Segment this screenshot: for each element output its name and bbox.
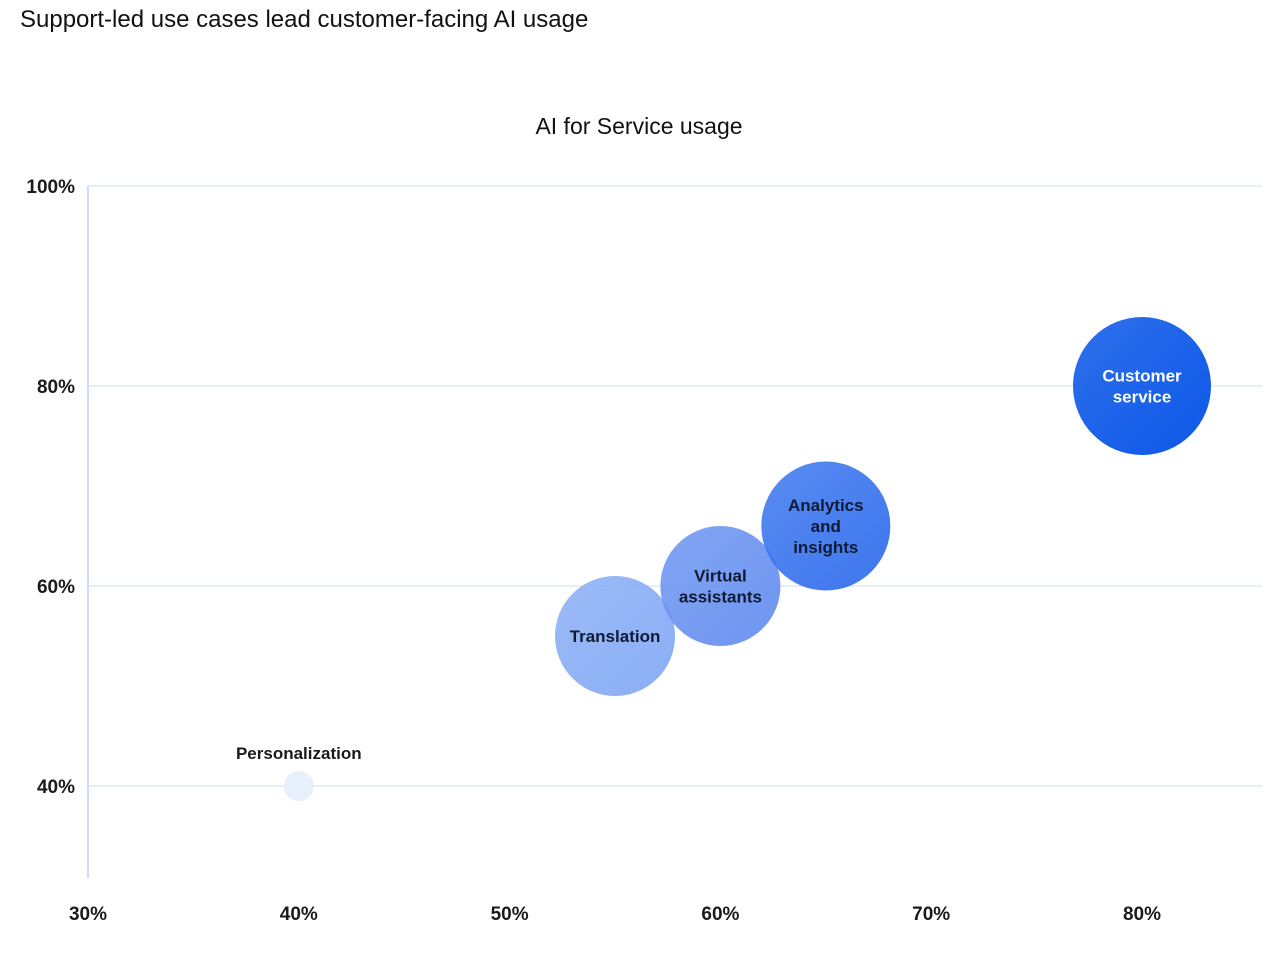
bubble-analytics-and-insights [761,461,891,591]
bubble-label-translation: Translation [570,627,661,646]
x-tick-label: 70% [912,904,950,925]
bubble-label-virtual-assistants: Virtual assistants [679,567,762,607]
x-tick-label: 80% [1123,904,1161,925]
bubble-label-analytics-and-insights: Analytics and insights [788,496,864,557]
x-tick-label: 50% [491,904,529,925]
chart-title: AI for Service usage [535,113,742,139]
bubbles: Personalization Translation Virtual assista… [236,317,1211,801]
y-tick-label: 40% [37,777,75,798]
bubble-customer-service [1073,317,1211,455]
bubble-label-customer-service: Customer service [1102,367,1182,407]
page-heading: Support-led use cases lead customer-faci… [20,6,589,33]
y-tick-label: 80% [37,377,75,398]
x-tick-label: 30% [69,904,107,925]
x-axis-ticks: 30% 40% 50% 60% 70% 80% [69,904,1161,925]
bubble-personalization [283,771,314,801]
x-tick-label: 60% [701,904,739,925]
bubble-virtual-assistants [660,526,781,646]
bubble-translation [555,576,675,696]
x-tick-label: 40% [280,904,318,925]
bubble-label-personalization: Personalization [236,744,362,763]
y-tick-label: 100% [26,177,75,198]
y-axis-ticks: 100% 80% 60% 40% [26,177,75,798]
grid-lines [88,185,1262,787]
y-tick-label: 60% [37,577,75,598]
